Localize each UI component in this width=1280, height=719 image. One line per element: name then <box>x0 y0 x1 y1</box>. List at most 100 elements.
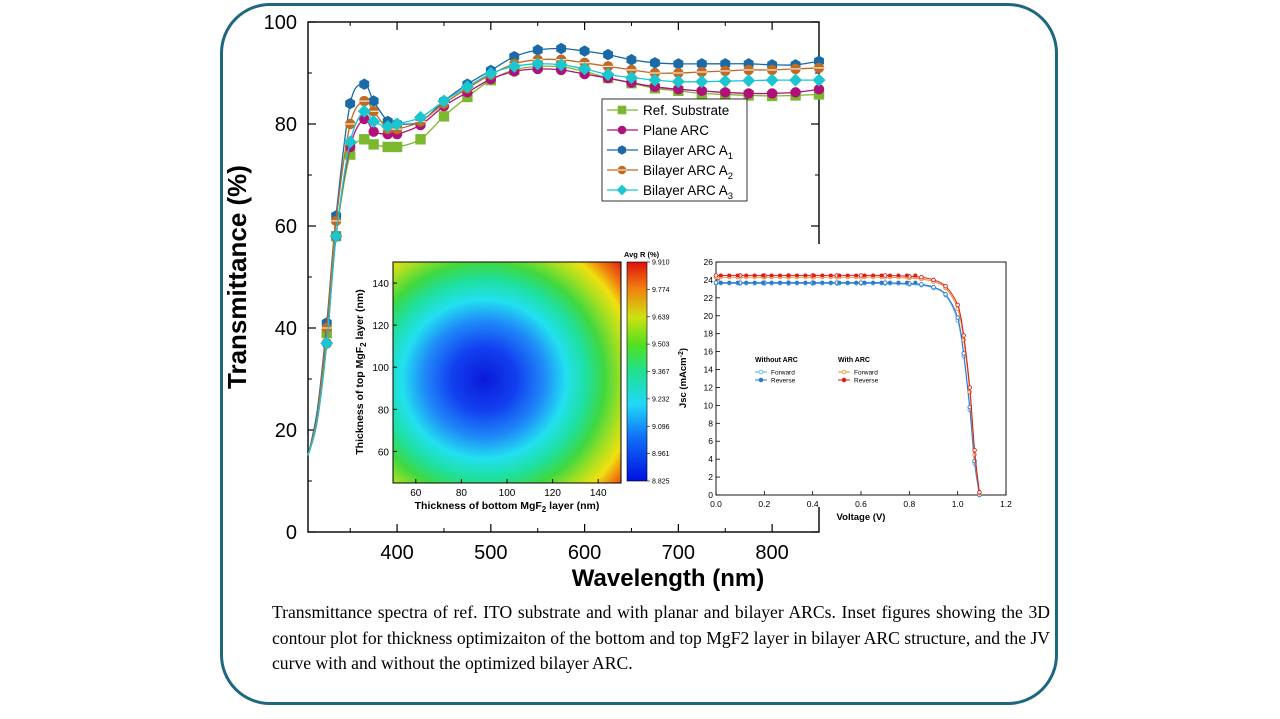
data-point <box>648 73 662 87</box>
data-point <box>766 88 778 99</box>
jv-x-tick-label: 0.4 <box>807 499 819 509</box>
data-point <box>718 74 732 88</box>
jv-data-point <box>858 280 864 285</box>
data-point <box>390 117 404 131</box>
main-series <box>307 42 826 456</box>
data-point <box>602 61 614 72</box>
data-point <box>368 126 379 137</box>
data-point <box>601 68 615 82</box>
jv-data-point <box>828 273 833 278</box>
contour-x-tick-label: 140 <box>590 488 607 499</box>
jv-data-point <box>794 273 799 278</box>
data-point <box>696 85 707 97</box>
series-line <box>307 58 820 456</box>
jv-series <box>713 273 982 498</box>
jv-data-point <box>871 280 876 285</box>
data-point <box>696 66 707 78</box>
jv-data-point <box>913 273 918 278</box>
legend-label: Bilayer ARC A2 <box>643 163 733 182</box>
jv-data-point <box>862 273 867 278</box>
colorbar-tick-label: 8.825 <box>652 479 670 486</box>
data-point <box>359 78 370 90</box>
jv-data-point <box>879 280 884 285</box>
data-point <box>460 80 474 94</box>
data-point <box>626 64 637 76</box>
data-point <box>812 73 826 87</box>
data-point <box>673 67 684 79</box>
data-point <box>813 62 825 74</box>
contour-y-tick-label: 60 <box>378 447 390 458</box>
colorbar-tick-label: 9.910 <box>652 260 670 267</box>
data-point <box>368 95 379 107</box>
data-point <box>554 58 568 72</box>
jv-data-point <box>744 280 749 285</box>
jv-data-point <box>803 280 808 285</box>
contour-x-tick-label: 120 <box>544 488 561 499</box>
data-point <box>720 87 731 98</box>
jv-data-point <box>778 273 783 278</box>
jv-legend-group-title: With ARC <box>838 357 870 364</box>
data-point <box>357 104 371 118</box>
data-point <box>330 215 342 227</box>
data-point <box>579 45 590 57</box>
data-point <box>532 44 543 56</box>
jv-data-point <box>919 282 924 287</box>
data-point <box>696 58 707 70</box>
data-point <box>790 87 801 98</box>
jv-data-point <box>786 273 791 278</box>
data-point <box>578 62 592 76</box>
jv-data-point <box>858 273 864 278</box>
jv-data-point <box>735 280 740 285</box>
x-tick-label: 700 <box>662 542 695 564</box>
jv-data-point <box>718 273 723 278</box>
jv-data-point <box>713 280 719 285</box>
jv-data-point <box>794 280 799 285</box>
jv-curve-inset: 0.0 0.2 0.4 0.6 0.8 1.0 1.20246810121416182022… <box>678 244 1012 523</box>
rounded-frame <box>220 3 1058 705</box>
jv-data-point <box>943 292 948 297</box>
jv-data-point <box>845 273 850 278</box>
jv-data-point <box>913 280 918 285</box>
jv-ticks: 0.0 0.2 0.4 0.6 0.8 1.0 1.20246810121416182022… <box>704 257 1013 509</box>
legend-label: Plane ARC <box>643 123 709 138</box>
colorbar-ticks: 9.910 9.774 9.639 9.503 9.367 9.232 9.096 8.961… <box>647 260 670 486</box>
data-point <box>742 74 756 88</box>
jv-data-point <box>862 280 867 285</box>
data-point <box>345 97 356 110</box>
jv-data-point <box>955 315 960 320</box>
contour-field <box>393 262 621 483</box>
jv-y-tick-label: 10 <box>704 400 714 410</box>
data-point <box>673 58 684 70</box>
legend-marker <box>617 125 627 135</box>
data-point <box>507 59 521 73</box>
jv-data-point <box>811 280 816 285</box>
contour-y-tick-label: 80 <box>378 405 390 416</box>
data-point <box>673 84 684 95</box>
y-tick-label: 80 <box>275 114 297 136</box>
jv-x-tick-label: 0.8 <box>903 499 915 509</box>
jv-y-tick-label: 6 <box>708 436 713 446</box>
data-point <box>720 65 731 77</box>
jv-data-point <box>961 333 966 338</box>
colorbar-tick-label: 9.367 <box>652 369 670 376</box>
main-x-axis-label: Wavelength (nm) <box>572 565 764 592</box>
jv-data-point <box>972 447 977 453</box>
contour-x-tick-label: 60 <box>410 488 422 499</box>
jv-y-tick-label: 2 <box>708 472 713 482</box>
data-point <box>320 336 334 350</box>
contour-ticks: 60 80 100 120 140 60 80 100 120 140 <box>372 279 607 499</box>
data-point <box>813 84 825 95</box>
jv-data-point <box>744 273 749 278</box>
jv-legend-marker <box>841 377 847 383</box>
colorbar-tick-label: 9.774 <box>652 287 670 294</box>
colorbar-tick-label: 9.232 <box>652 396 670 403</box>
data-point <box>765 73 779 87</box>
data-point <box>359 113 370 125</box>
jv-y-tick-label: 4 <box>708 454 713 464</box>
legend-marker <box>617 165 627 175</box>
y-tick-label: 20 <box>275 420 297 442</box>
